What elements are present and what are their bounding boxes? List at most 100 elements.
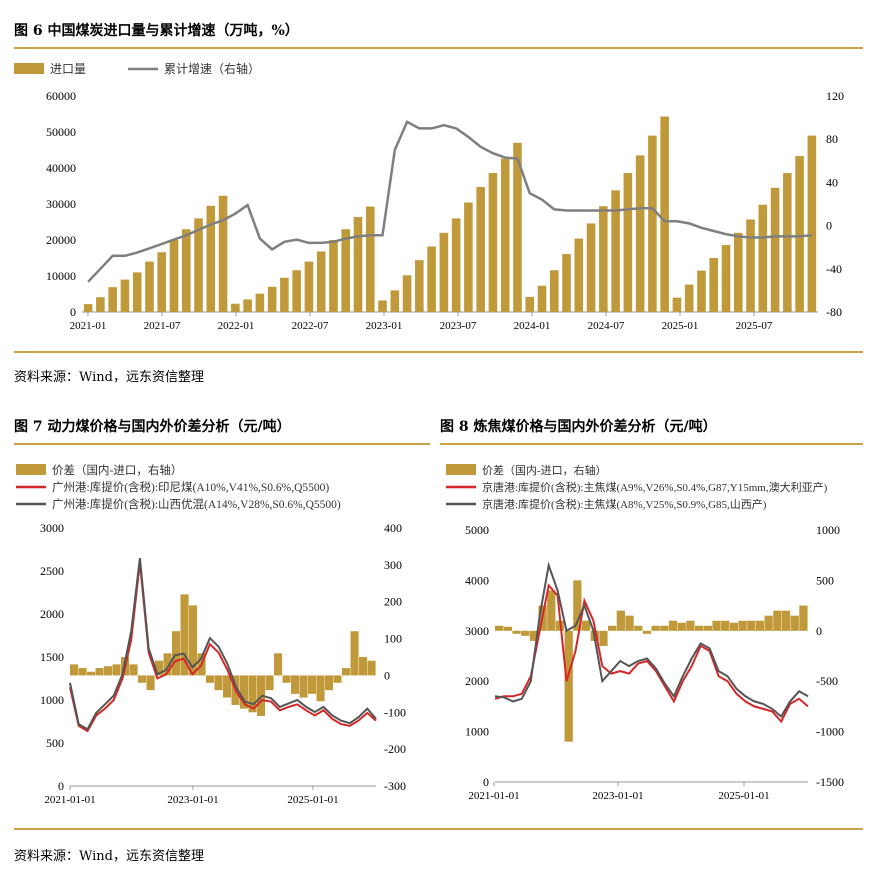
fig6-growth-line <box>87 120 813 283</box>
fig7-spread-bar <box>325 675 334 691</box>
fig7-y-left-tick: 0 <box>58 779 64 793</box>
fig8-spread-bar <box>668 620 678 631</box>
fig7-legend-label: 价差（国内-进口，右轴） <box>52 463 182 477</box>
fig6-import-bar <box>243 299 252 312</box>
fig8-spread-bar <box>581 620 591 631</box>
fig7-y-right-tick: 100 <box>384 632 402 646</box>
fig7-x-tick-label: 2023-01-01 <box>167 794 218 806</box>
fig8-legend-label: 京唐港:库提价(含税):主焦煤(A9%,V26%,S0.4%,G87,Y15mm… <box>482 480 828 494</box>
fig6-x-tick-label: 2022-07 <box>292 320 329 332</box>
fig8-spread-bar <box>694 625 704 631</box>
fig7-spread-bar <box>350 631 359 676</box>
fig7-spread-bar <box>163 653 172 676</box>
fig8-y-right-tick: -500 <box>816 674 838 688</box>
fig7-spread-bar <box>206 675 215 683</box>
fig6-import-bar <box>169 240 179 312</box>
fig7-price-line <box>69 562 377 733</box>
fig7-spread-bar <box>291 675 300 694</box>
fig7-legend-bar-swatch <box>16 464 46 475</box>
fig8-spread-bar <box>773 610 782 631</box>
fig8-spread-bar <box>634 625 643 631</box>
fig6-import-bar <box>635 155 645 312</box>
fig7-spread-bar <box>70 664 79 676</box>
fig6-import-bar <box>697 270 706 312</box>
fig8-spread-bar <box>573 580 582 631</box>
fig7-y-left-tick: 500 <box>46 736 64 750</box>
fig7-spread-bar <box>78 668 87 676</box>
fig6-import-bar <box>390 290 400 312</box>
figure8-title: 图 8 炼焦煤价格与国内外价差分析（元/吨） <box>440 419 717 435</box>
figure8-top-rule <box>440 443 863 445</box>
fig6-import-bar <box>488 173 498 312</box>
fig7-y-right-tick: -200 <box>384 742 406 756</box>
fig6-import-bar <box>280 277 289 312</box>
fig7-spread-bar <box>104 666 113 676</box>
fig8-y-left-tick: 3000 <box>465 624 489 638</box>
fig8-legend-bar-swatch <box>446 464 476 475</box>
fig7-y-right-tick: 400 <box>384 521 402 535</box>
fig8-spread-bar <box>790 615 799 631</box>
fig8-spread-bar <box>799 605 808 631</box>
fig8-spread-bar <box>599 630 608 646</box>
fig6-x-tick-label: 2021-07 <box>144 320 181 332</box>
fig8-spread-bar <box>677 622 686 631</box>
fig8-spread-bar <box>729 622 739 631</box>
fig8-spread-bar <box>651 625 660 631</box>
fig6-import-bar <box>746 219 755 312</box>
fig6-y-left-tick: 60000 <box>46 89 76 103</box>
fig7-spread-bar <box>172 631 181 676</box>
fig8-legend-label: 京唐港:库提价(含税):主焦煤(A8%,V25%,S0.9%,G85,山西产) <box>482 497 767 511</box>
fig7-spread-bar <box>129 664 138 676</box>
fig6-x-tick-label: 2021-01 <box>70 320 107 332</box>
fig6-import-bar <box>132 272 142 312</box>
fig8-legend-label: 价差（国内-进口，右轴） <box>482 463 607 477</box>
fig8-y-left-tick: 5000 <box>465 523 489 537</box>
fig7-spread-bar <box>138 675 147 683</box>
fig6-x-tick-label: 2025-01 <box>662 320 699 332</box>
fig8-y-right-tick: 0 <box>816 624 822 638</box>
fig7-y-right-tick: -100 <box>384 705 406 719</box>
fig7-spread-bar <box>282 675 291 683</box>
fig6-import-bar <box>194 218 203 312</box>
fig6-import-bar <box>709 258 719 312</box>
bottom-rule <box>14 828 863 830</box>
fig6-import-bar <box>476 187 485 312</box>
fig8-spread-bar <box>755 620 765 631</box>
fig7-spread-bar <box>189 605 198 676</box>
fig6-y-right-tick: 40 <box>826 175 838 189</box>
fig8-y-right-tick: -1500 <box>816 775 844 789</box>
figure8-chart: 价差（国内-进口，右轴） 京唐港:库提价(含税):主焦煤(A9%,V26%,S0.… <box>446 463 844 802</box>
fig6-import-bar <box>660 116 669 313</box>
fig6-import-bar <box>439 232 449 312</box>
fig6-import-bar <box>427 246 436 312</box>
fig6-import-bar <box>231 303 240 312</box>
fig8-y-left-tick: 1000 <box>465 725 489 739</box>
fig7-y-left-tick: 2000 <box>40 607 64 621</box>
fig8-spread-bar <box>529 630 539 641</box>
fig6-import-bar <box>500 158 510 312</box>
fig7-spread-bar <box>359 657 368 676</box>
fig6-import-bar <box>795 156 804 312</box>
fig7-y-left-tick: 1000 <box>40 693 64 707</box>
fig8-y-right-tick: 500 <box>816 573 834 587</box>
fig7-y-right-tick: 300 <box>384 558 402 572</box>
fig6-y-left-tick: 0 <box>70 305 76 319</box>
fig6-y-left-tick: 10000 <box>46 269 76 283</box>
fig8-spread-bar <box>608 625 617 631</box>
fig6-import-bar <box>218 195 228 312</box>
fig6-x-tick-label: 2022-01 <box>218 320 255 332</box>
fig8-price-line <box>494 583 809 724</box>
fig6-import-bar <box>120 279 130 312</box>
fig8-spread-bar <box>738 620 747 631</box>
fig7-legend-label: 广州港:库提价(含税):山西优混(A14%,V28%,S0.6%,Q5500) <box>52 497 341 511</box>
fig6-import-bar <box>537 285 547 312</box>
fig6-import-bar <box>415 260 424 312</box>
fig7-spread-bar <box>240 675 249 709</box>
fig6-import-bar <box>329 240 338 312</box>
fig7-spread-bar <box>299 675 308 698</box>
fig6-import-bar <box>599 206 608 312</box>
fig6-import-bar <box>83 304 93 312</box>
fig6-import-bar <box>783 173 792 312</box>
fig7-y-left-tick: 2500 <box>40 564 64 578</box>
figure6-bottom-rule <box>14 351 863 353</box>
